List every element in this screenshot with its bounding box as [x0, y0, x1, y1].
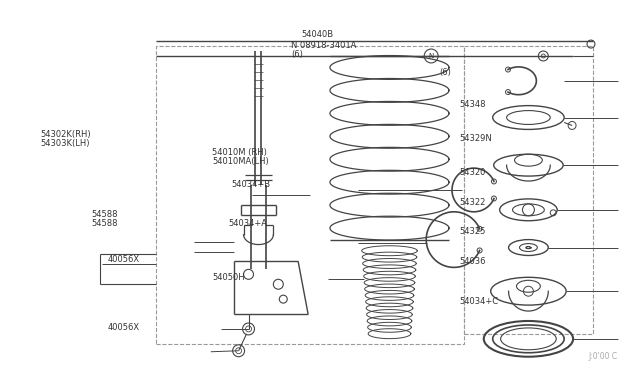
Text: 54010MA(LH): 54010MA(LH) [212, 157, 269, 166]
Text: 54010M (RH): 54010M (RH) [212, 148, 267, 157]
Text: 54329N: 54329N [460, 134, 493, 142]
Text: 54322: 54322 [460, 199, 486, 208]
Text: 54588: 54588 [92, 210, 118, 219]
Bar [156, 46, 464, 344]
Text: 54040B: 54040B [301, 30, 333, 39]
Text: 54588: 54588 [92, 219, 118, 228]
Text: 54034+B: 54034+B [231, 180, 270, 189]
Text: 54320: 54320 [460, 168, 486, 177]
Text: (6): (6) [439, 68, 451, 77]
Text: 54034+A: 54034+A [228, 219, 267, 228]
Bar [464, 46, 593, 334]
Text: 54325: 54325 [460, 227, 486, 235]
Text: N: N [429, 53, 434, 59]
Text: 54036: 54036 [460, 257, 486, 266]
Text: 40056X: 40056X [108, 323, 140, 331]
Text: 54348: 54348 [460, 100, 486, 109]
Text: 54302K(RH): 54302K(RH) [40, 130, 91, 139]
Text: 40056X: 40056X [108, 255, 140, 264]
Text: (6): (6) [291, 50, 303, 59]
Text: 54034+C: 54034+C [460, 297, 499, 306]
Text: J:0'00 C: J:0'00 C [589, 352, 618, 361]
Text: N 08918-3401A: N 08918-3401A [291, 41, 356, 50]
Text: 54303K(LH): 54303K(LH) [40, 139, 90, 148]
Text: 54050H: 54050H [212, 273, 244, 282]
